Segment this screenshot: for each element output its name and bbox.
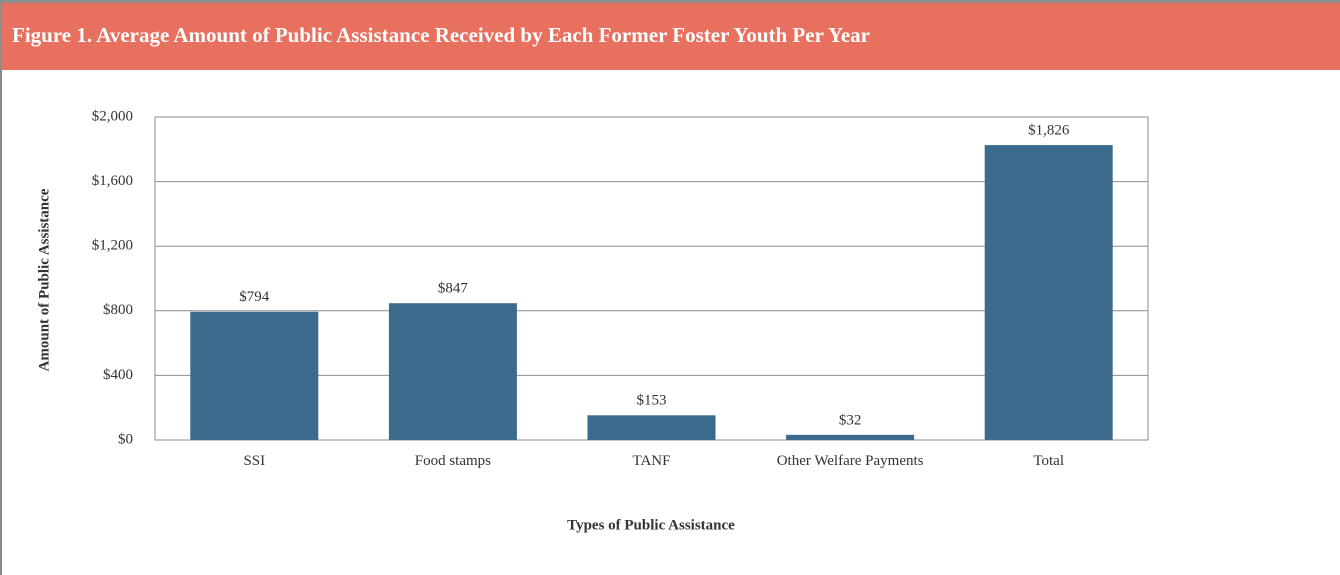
data-label: $847 bbox=[438, 281, 469, 297]
data-label: $32 bbox=[839, 412, 862, 428]
y-tick-label: $1,200 bbox=[92, 238, 133, 254]
bar bbox=[388, 303, 517, 440]
y-axis-label: Amount of Public Assistance bbox=[36, 188, 52, 371]
frame-border bbox=[0, 0, 2, 575]
x-tick-label: Food stamps bbox=[414, 453, 492, 469]
bar bbox=[587, 415, 716, 440]
chart-title: Figure 1. Average Amount of Public Assis… bbox=[0, 0, 1340, 70]
bar bbox=[190, 311, 319, 440]
x-tick-label: SSI bbox=[243, 453, 266, 469]
y-tick-label: $1,600 bbox=[92, 173, 133, 189]
x-tick-label: Other Welfare Payments bbox=[776, 453, 924, 469]
bar bbox=[786, 434, 915, 440]
data-label: $1,826 bbox=[1028, 123, 1070, 139]
x-tick-label: TANF bbox=[632, 453, 671, 469]
x-axis-label: Types of Public Assistance bbox=[567, 517, 735, 533]
bar bbox=[984, 145, 1113, 440]
y-tick-label: $0 bbox=[118, 431, 133, 447]
data-label: $794 bbox=[239, 289, 270, 305]
y-tick-label: $2,000 bbox=[92, 108, 133, 124]
data-label: $153 bbox=[637, 393, 667, 409]
y-tick-label: $800 bbox=[103, 302, 133, 318]
y-tick-label: $400 bbox=[103, 367, 133, 383]
x-tick-label: Total bbox=[1033, 453, 1064, 469]
